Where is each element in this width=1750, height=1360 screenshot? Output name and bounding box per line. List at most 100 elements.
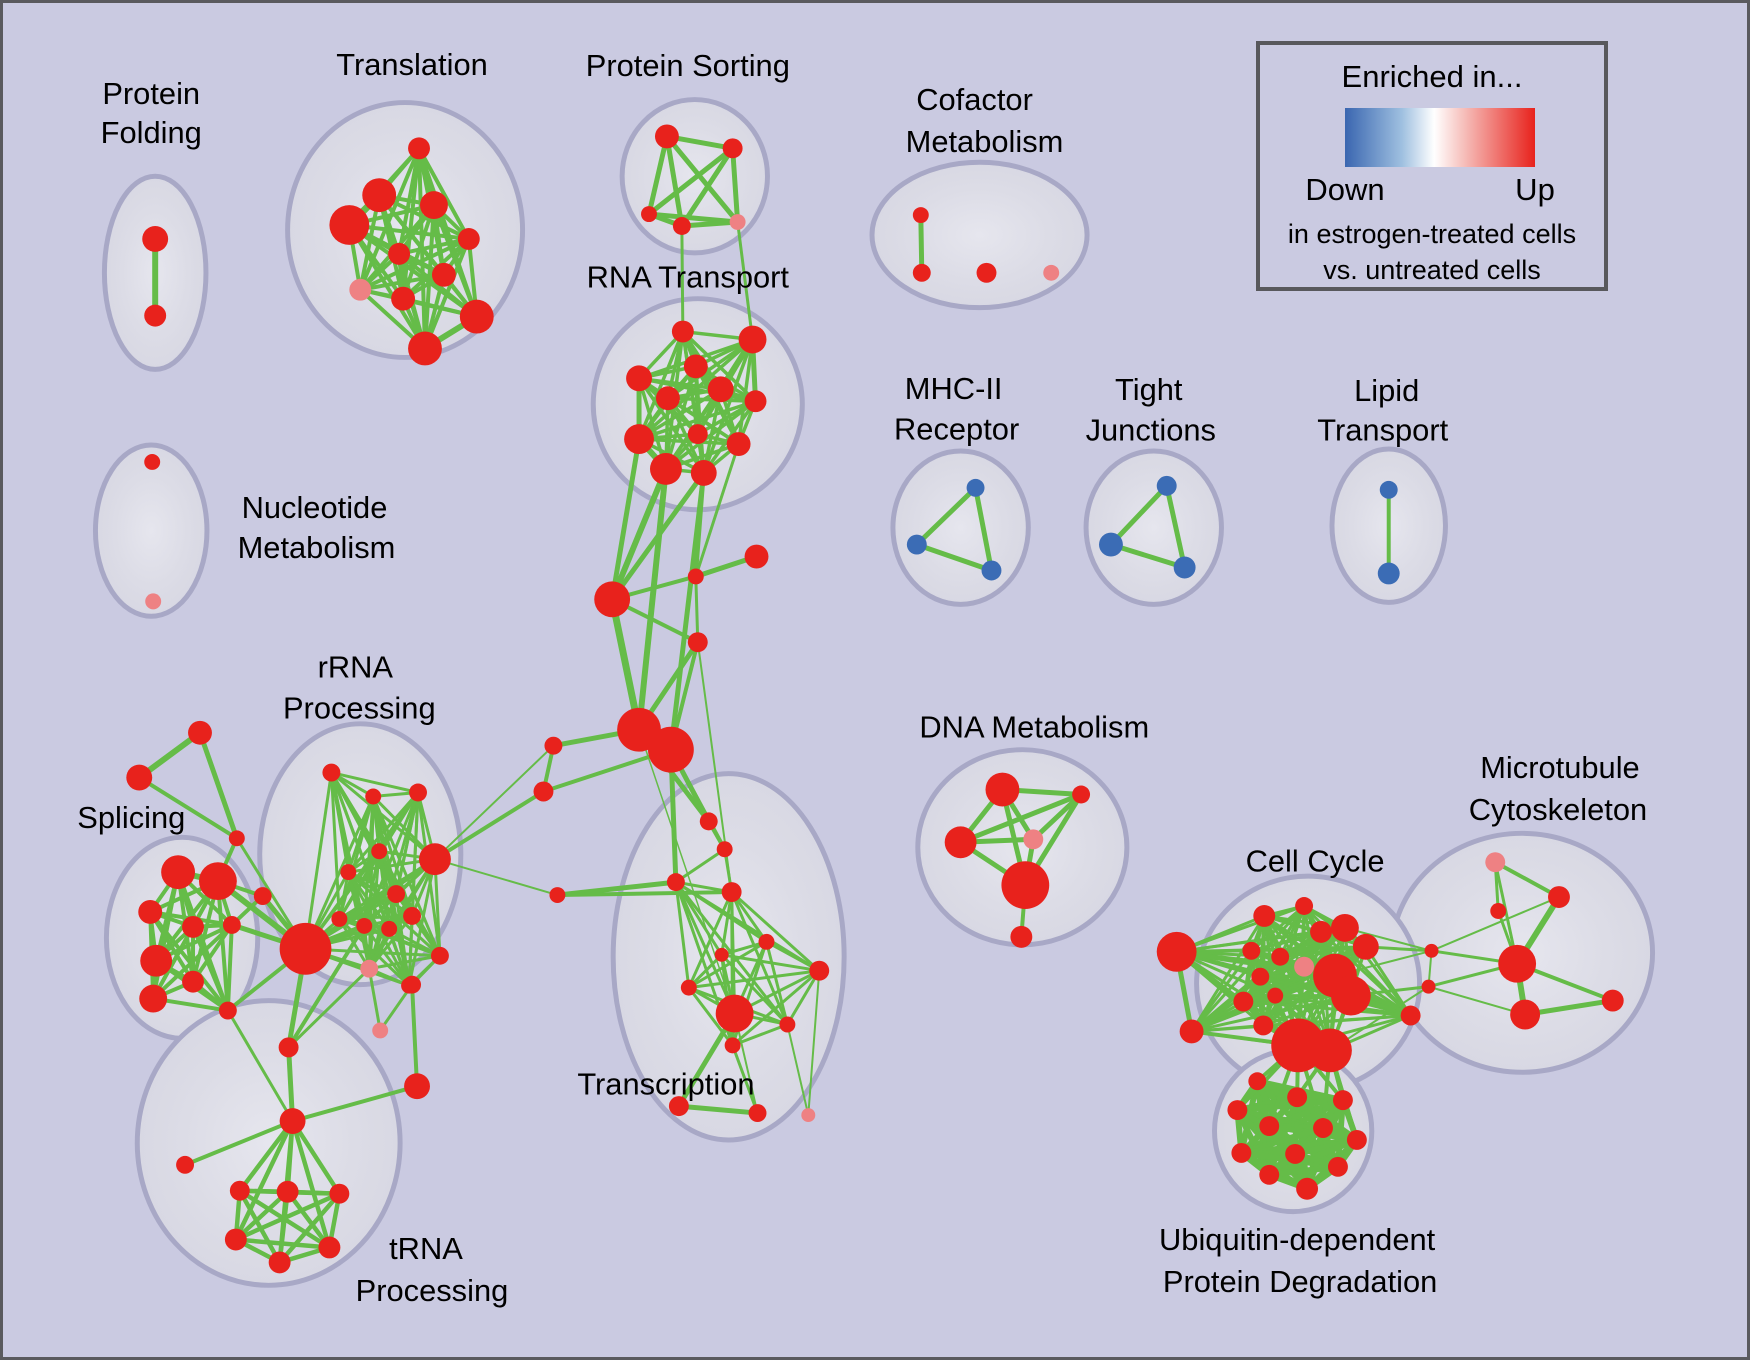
gene-set-node[interactable] xyxy=(1253,905,1276,927)
gene-set-node[interactable] xyxy=(457,228,480,250)
gene-set-node[interactable] xyxy=(387,885,406,904)
gene-set-node[interactable] xyxy=(318,1236,341,1259)
gene-set-node[interactable] xyxy=(218,1001,237,1020)
gene-set-node[interactable] xyxy=(912,207,929,224)
gene-set-node[interactable] xyxy=(139,984,168,1013)
gene-set-node[interactable] xyxy=(356,917,373,934)
gene-set-node[interactable] xyxy=(278,1037,299,1058)
gene-set-node[interactable] xyxy=(403,975,422,994)
gene-set-node[interactable] xyxy=(431,262,456,287)
gene-set-node[interactable] xyxy=(1285,1143,1306,1164)
gene-set-node[interactable] xyxy=(966,478,985,497)
gene-set-node[interactable] xyxy=(408,331,442,366)
gene-set-node[interactable] xyxy=(1498,944,1537,983)
gene-set-node[interactable] xyxy=(594,581,631,618)
gene-set-node[interactable] xyxy=(985,772,1020,807)
gene-set-node[interactable] xyxy=(758,933,775,950)
gene-set-node[interactable] xyxy=(329,205,370,245)
gene-set-node[interactable] xyxy=(687,424,708,445)
gene-set-node[interactable] xyxy=(1251,967,1270,986)
gene-set-node[interactable] xyxy=(1227,1100,1248,1121)
gene-set-node[interactable] xyxy=(1072,785,1091,804)
gene-set-node[interactable] xyxy=(1043,264,1060,281)
gene-set-node[interactable] xyxy=(1173,556,1196,579)
gene-set-node[interactable] xyxy=(779,1016,796,1033)
gene-set-node[interactable] xyxy=(655,386,680,411)
gene-set-node[interactable] xyxy=(1233,991,1254,1012)
gene-set-node[interactable] xyxy=(748,1104,767,1123)
gene-set-node[interactable] xyxy=(1296,1177,1319,1200)
gene-set-node[interactable] xyxy=(729,214,746,230)
gene-set-node[interactable] xyxy=(331,910,348,927)
gene-set-node[interactable] xyxy=(809,960,830,981)
gene-set-node[interactable] xyxy=(408,137,430,160)
gene-set-node[interactable] xyxy=(1271,947,1290,966)
gene-set-node[interactable] xyxy=(161,855,196,890)
gene-set-node[interactable] xyxy=(176,1155,195,1174)
gene-set-node[interactable] xyxy=(144,304,167,327)
gene-set-node[interactable] xyxy=(381,920,398,937)
gene-set-node[interactable] xyxy=(360,959,379,978)
gene-set-node[interactable] xyxy=(1023,829,1044,850)
gene-set-node[interactable] xyxy=(365,788,382,805)
gene-set-node[interactable] xyxy=(626,365,652,392)
gene-set-node[interactable] xyxy=(738,325,767,354)
gene-set-node[interactable] xyxy=(126,764,153,791)
gene-set-node[interactable] xyxy=(654,124,679,149)
gene-set-node[interactable] xyxy=(533,781,554,802)
gene-set-node[interactable] xyxy=(372,1022,389,1039)
gene-set-node[interactable] xyxy=(1010,925,1033,948)
gene-set-node[interactable] xyxy=(906,534,927,555)
gene-set-node[interactable] xyxy=(268,1251,291,1274)
gene-set-node[interactable] xyxy=(726,432,751,456)
gene-set-node[interactable] xyxy=(329,1183,350,1204)
gene-set-node[interactable] xyxy=(1490,903,1507,919)
gene-set-node[interactable] xyxy=(1231,1142,1252,1163)
gene-set-node[interactable] xyxy=(1294,956,1315,977)
gene-set-node[interactable] xyxy=(672,217,691,235)
gene-set-node[interactable] xyxy=(976,262,997,283)
gene-set-node[interactable] xyxy=(1485,852,1506,873)
gene-set-node[interactable] xyxy=(224,1228,247,1251)
gene-set-node[interactable] xyxy=(430,946,449,965)
gene-set-node[interactable] xyxy=(724,1037,741,1054)
gene-set-node[interactable] xyxy=(668,1096,689,1117)
gene-set-node[interactable] xyxy=(388,242,411,265)
gene-set-node[interactable] xyxy=(229,1180,250,1201)
gene-set-node[interactable] xyxy=(1327,1156,1348,1177)
gene-set-node[interactable] xyxy=(1424,943,1439,958)
gene-set-node[interactable] xyxy=(1248,1072,1267,1091)
gene-set-node[interactable] xyxy=(1310,920,1332,943)
gene-set-node[interactable] xyxy=(1330,975,1371,1016)
gene-set-node[interactable] xyxy=(198,862,237,901)
gene-set-node[interactable] xyxy=(145,593,162,610)
gene-set-node[interactable] xyxy=(1352,933,1379,960)
gene-set-node[interactable] xyxy=(279,922,332,975)
gene-set-node[interactable] xyxy=(716,841,733,858)
gene-set-node[interactable] xyxy=(188,720,212,745)
gene-set-node[interactable] xyxy=(671,320,694,343)
gene-set-node[interactable] xyxy=(1313,1118,1333,1138)
gene-set-node[interactable] xyxy=(687,632,708,653)
gene-set-node[interactable] xyxy=(404,1073,430,1100)
gene-set-node[interactable] xyxy=(1421,979,1436,994)
gene-set-node[interactable] xyxy=(707,376,734,403)
gene-set-node[interactable] xyxy=(1267,987,1284,1004)
gene-set-node[interactable] xyxy=(981,560,1002,581)
gene-set-node[interactable] xyxy=(680,979,697,996)
gene-set-node[interactable] xyxy=(362,178,397,213)
gene-set-node[interactable] xyxy=(801,1108,816,1123)
gene-set-node[interactable] xyxy=(228,830,245,847)
gene-set-node[interactable] xyxy=(1259,1164,1280,1185)
gene-set-node[interactable] xyxy=(144,454,161,470)
gene-set-node[interactable] xyxy=(624,424,654,455)
gene-set-node[interactable] xyxy=(744,390,767,413)
gene-set-node[interactable] xyxy=(138,900,163,924)
gene-set-node[interactable] xyxy=(666,873,685,892)
gene-set-node[interactable] xyxy=(276,1180,299,1203)
gene-set-node[interactable] xyxy=(391,286,416,311)
gene-set-node[interactable] xyxy=(1601,989,1624,1012)
gene-set-node[interactable] xyxy=(371,843,388,860)
gene-set-node[interactable] xyxy=(340,864,357,881)
gene-set-node[interactable] xyxy=(253,887,272,906)
